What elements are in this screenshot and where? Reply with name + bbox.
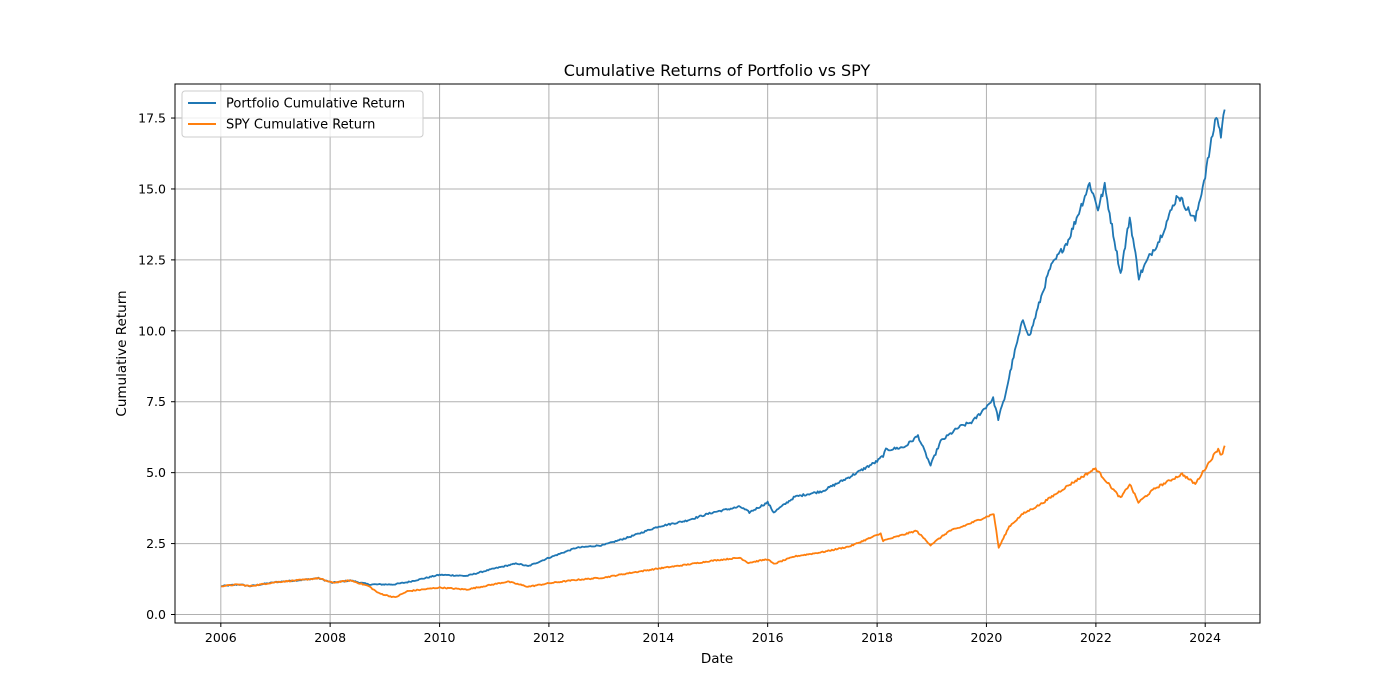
- x-tick-label: 2010: [424, 630, 456, 645]
- y-tick-label: 5.0: [146, 465, 166, 480]
- x-tick-label: 2012: [533, 630, 565, 645]
- legend-label-spy: SPY Cumulative Return: [226, 118, 375, 133]
- legend-label-portfolio: Portfolio Cumulative Return: [226, 97, 405, 112]
- legend-box: [181, 90, 424, 138]
- x-tick-label: 2022: [1080, 630, 1112, 645]
- grid-lines: [175, 84, 1260, 623]
- legend: Portfolio Cumulative Return SPY Cumulati…: [181, 90, 424, 138]
- y-tick-label: 10.0: [138, 323, 166, 338]
- y-tick-label: 0.0: [146, 607, 166, 622]
- x-tick-label: 2008: [314, 630, 346, 645]
- x-tick-label: 2014: [642, 630, 674, 645]
- series-lines: [220, 109, 1226, 599]
- axis-ticks: 2006 2008 2010 2012 2014 2016 2018 2020 2022 2024…: [138, 111, 1221, 645]
- y-tick-label: 2.5: [146, 536, 166, 551]
- x-tick-label: 2024: [1189, 630, 1221, 645]
- y-axis-label: Cumulative Return: [114, 290, 130, 416]
- x-tick-label: 2018: [861, 630, 893, 645]
- chart-title: Cumulative Returns of Portfolio vs SPY: [564, 61, 871, 80]
- x-tick-label: 2020: [971, 630, 1003, 645]
- y-tick-label: 17.5: [138, 111, 166, 126]
- x-tick-label: 2006: [205, 630, 237, 645]
- x-axis-label: Date: [701, 651, 733, 667]
- spy-series-line: [221, 445, 1226, 599]
- y-tick-label: 15.0: [138, 181, 166, 196]
- portfolio-series-line: [220, 109, 1226, 588]
- y-tick-label: 12.5: [138, 252, 166, 267]
- plot-area-frame: [174, 83, 1261, 624]
- x-tick-label: 2016: [752, 630, 784, 645]
- y-tick-label: 7.5: [146, 394, 166, 409]
